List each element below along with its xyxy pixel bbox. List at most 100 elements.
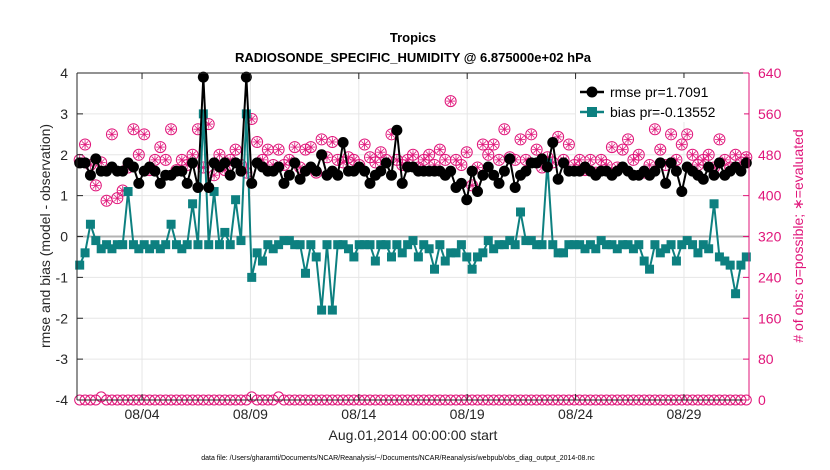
- y-tick-left-label: -1: [56, 269, 69, 285]
- rmse-point: [79, 157, 91, 169]
- evaluated-obs-spoke: [253, 138, 261, 146]
- rmse-point: [670, 165, 682, 177]
- evaluated-obs-spoke: [189, 151, 197, 159]
- evaluated-obs-marker: [686, 148, 699, 161]
- y-tick-left-label: 3: [60, 106, 68, 122]
- evaluated-obs-spoke: [81, 141, 89, 148]
- bias-point: [698, 240, 708, 250]
- bias-point: [188, 199, 198, 209]
- rmse-point: [740, 157, 752, 169]
- evaluated-obs-circle: [665, 128, 678, 141]
- evaluated-obs-marker: [487, 138, 500, 151]
- rmse-point: [90, 153, 102, 165]
- evaluated-obs-spoke: [705, 151, 713, 159]
- bias-point: [537, 240, 547, 250]
- bias-point: [618, 240, 628, 250]
- bias-point: [209, 187, 219, 197]
- bias-point: [628, 244, 638, 254]
- evaluated-obs-circle: [530, 143, 543, 156]
- rmse-point: [310, 165, 322, 177]
- bias-point: [575, 240, 585, 250]
- evaluated-obs-circle: [423, 148, 436, 161]
- legend-bias-marker: [587, 107, 597, 117]
- rmse-point: [509, 181, 521, 193]
- evaluated-obs-spoke: [527, 130, 535, 138]
- bias-point: [96, 244, 106, 254]
- bias-point: [311, 252, 321, 262]
- evaluated-obs-marker: [358, 138, 371, 151]
- rmse-point: [547, 136, 559, 148]
- evaluated-obs-spoke: [275, 146, 283, 154]
- bias-point: [333, 240, 343, 250]
- evaluated-obs-spoke: [651, 125, 659, 133]
- evaluated-obs-marker: [482, 148, 495, 161]
- bias-series: [75, 109, 751, 315]
- rmse-point: [391, 124, 403, 136]
- evaluated-obs-spoke: [635, 151, 643, 159]
- y-tick-left-label: 4: [60, 65, 68, 81]
- evaluated-obs-marker: [100, 194, 113, 207]
- y-tick-left-label: 2: [60, 147, 68, 163]
- y-tick-left-label: 0: [60, 229, 68, 245]
- data-file-footer: data file: /Users/gharamti/Documents/NCA…: [201, 455, 595, 462]
- bias-point: [650, 240, 660, 250]
- evaluated-obs-circle: [616, 143, 629, 156]
- evaluated-obs-marker: [616, 143, 629, 156]
- bias-point: [360, 240, 370, 250]
- legend-box: [576, 78, 744, 122]
- bias-point: [510, 240, 520, 250]
- evaluated-obs-spoke: [452, 156, 460, 164]
- rmse-point: [498, 165, 510, 177]
- evaluated-obs-marker: [530, 143, 543, 156]
- bias-point: [494, 240, 504, 250]
- evaluated-obs-spoke: [608, 143, 616, 151]
- bias-point: [731, 289, 741, 299]
- bias-point: [704, 244, 714, 254]
- evaluated-obs-spoke: [500, 125, 508, 133]
- bias-point: [257, 256, 267, 266]
- x-axis-label: Aug.01,2014 00:00:00 start: [329, 427, 498, 443]
- evaluated-obs-marker: [444, 95, 457, 108]
- evaluated-obs-spoke: [361, 141, 369, 148]
- rmse-point: [665, 157, 677, 169]
- evaluated-obs-spoke: [366, 153, 374, 161]
- evaluated-obs-circle: [632, 148, 645, 161]
- evaluated-obs-marker: [79, 138, 92, 151]
- rmse-point: [230, 157, 242, 169]
- bias-point: [166, 219, 176, 229]
- bias-point: [300, 268, 310, 278]
- y-tick-left-label: -3: [56, 351, 69, 367]
- evaluated-obs-spoke: [350, 156, 358, 164]
- bias-point: [462, 252, 472, 262]
- evaluated-obs-marker: [251, 135, 264, 148]
- bias-point: [559, 248, 569, 258]
- evaluated-obs-spoke: [328, 138, 336, 146]
- y-axis-right-label: # of obs: o=possible; ∗=evaluated: [790, 129, 806, 342]
- bias-point: [671, 256, 681, 266]
- bias-point: [317, 305, 327, 315]
- evaluated-obs-marker: [89, 179, 102, 192]
- bias-point: [145, 244, 155, 254]
- evaluated-obs-spoke: [490, 141, 498, 148]
- bias-point: [602, 240, 612, 250]
- evaluated-obs-marker: [326, 135, 339, 148]
- y-tick-right-label: 400: [758, 188, 782, 204]
- evaluated-obs-spoke: [113, 194, 121, 202]
- rmse-point: [192, 181, 204, 193]
- bias-point: [381, 240, 391, 250]
- rmse-point: [127, 161, 139, 173]
- rmse-point: [654, 157, 666, 169]
- rmse-point: [246, 177, 258, 189]
- evaluated-obs-marker: [665, 128, 678, 141]
- evaluated-obs-circle: [514, 133, 527, 146]
- bias-point: [478, 248, 488, 258]
- rmse-point: [488, 169, 500, 181]
- evaluated-obs-spoke: [135, 151, 143, 159]
- bias-point: [349, 252, 359, 262]
- evaluated-obs-circle: [525, 128, 538, 141]
- bias-point: [370, 256, 380, 266]
- bias-point: [741, 252, 751, 262]
- bias-point: [585, 240, 595, 250]
- evaluated-obs-circle: [213, 148, 226, 161]
